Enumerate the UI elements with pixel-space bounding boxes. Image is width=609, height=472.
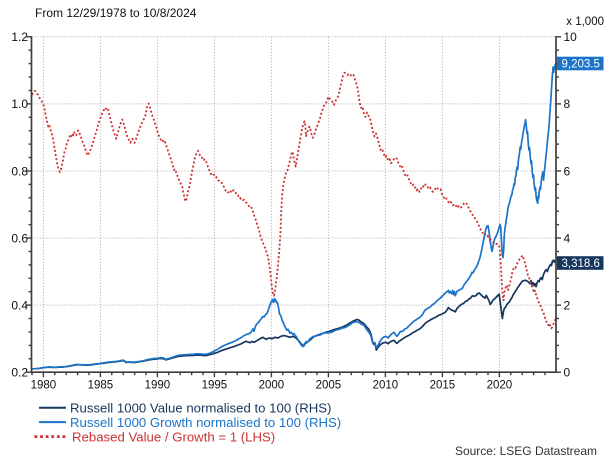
svg-text:1985: 1985 <box>88 379 114 391</box>
svg-text:2010: 2010 <box>373 379 399 391</box>
svg-text:2: 2 <box>564 298 571 312</box>
svg-text:2015: 2015 <box>430 379 456 391</box>
svg-text:From 12/29/1978 to 10/8/2024: From 12/29/1978 to 10/8/2024 <box>35 6 197 20</box>
svg-text:1.2: 1.2 <box>11 30 28 44</box>
svg-text:1990: 1990 <box>145 379 171 391</box>
svg-text:0.6: 0.6 <box>11 231 28 245</box>
svg-text:9,203.5: 9,203.5 <box>562 59 600 71</box>
svg-text:x 1,000: x 1,000 <box>566 16 604 28</box>
svg-text:Russell 1000 Growth normalised: Russell 1000 Growth normalised to 100 (R… <box>70 415 341 430</box>
svg-text:6: 6 <box>564 164 571 178</box>
svg-text:0.8: 0.8 <box>11 164 28 178</box>
svg-text:Rebased Value / Growth = 1 (LH: Rebased Value / Growth = 1 (LHS) <box>72 429 275 444</box>
svg-text:0: 0 <box>564 366 571 380</box>
svg-text:Russell 1000 Value normalised: Russell 1000 Value normalised to 100 (RH… <box>70 400 331 415</box>
svg-text:4: 4 <box>564 231 571 245</box>
svg-text:0.4: 0.4 <box>11 298 28 312</box>
svg-text:1.0: 1.0 <box>11 97 28 111</box>
svg-text:0.2: 0.2 <box>11 366 28 380</box>
svg-text:2020: 2020 <box>487 379 513 391</box>
svg-text:Source: LSEG Datastream: Source: LSEG Datastream <box>455 444 597 458</box>
svg-text:10: 10 <box>564 30 578 44</box>
svg-text:8: 8 <box>564 97 571 111</box>
svg-text:1980: 1980 <box>31 379 57 391</box>
svg-text:3,318.6: 3,318.6 <box>562 258 600 270</box>
svg-text:2005: 2005 <box>316 379 342 391</box>
svg-text:2000: 2000 <box>259 379 285 391</box>
svg-text:1995: 1995 <box>202 379 228 391</box>
